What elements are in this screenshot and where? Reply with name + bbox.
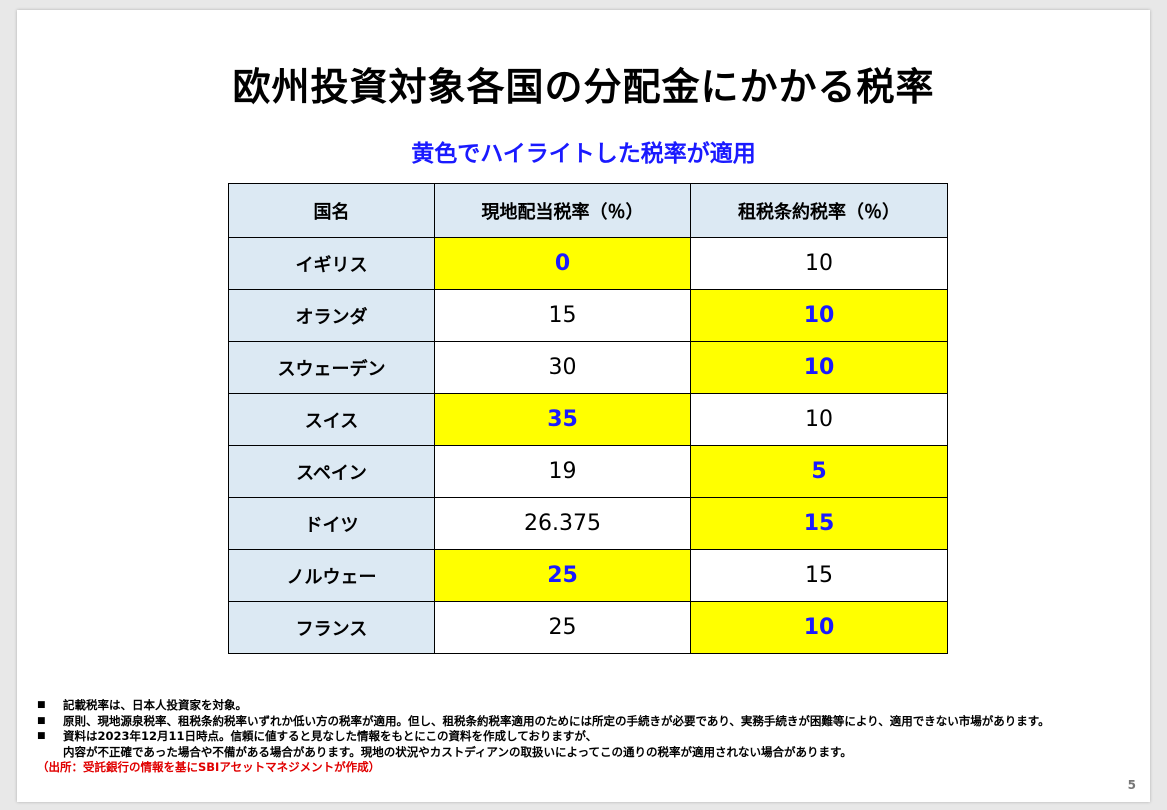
treaty-rate-cell: 10 <box>690 237 948 290</box>
table-row: ノルウェー 25 15 <box>228 549 948 602</box>
treaty-rate-cell: 10 <box>690 289 948 342</box>
footnote-text: 記載税率は、日本人投資家を対象。 <box>63 698 247 712</box>
table-row: オランダ 15 10 <box>228 289 948 342</box>
table-header-row: 国名 現地配当税率（％） 租税条約税率（％） <box>228 183 948 238</box>
footnotes: ■ 記載税率は、日本人投資家を対象。 ■ 原則、現地源泉税率、租税条約税率いずれ… <box>37 698 1137 776</box>
country-name-cell: スペイン <box>228 445 435 498</box>
country-name-cell: スウェーデン <box>228 341 435 394</box>
country-name-cell: イギリス <box>228 237 435 290</box>
tax-rate-table: 国名 現地配当税率（％） 租税条約税率（％） イギリス 0 10 オランダ 15 10 スウ… <box>228 183 948 654</box>
treaty-rate-cell: 15 <box>690 549 948 602</box>
bullet-icon: ■ <box>37 731 46 741</box>
local-rate-cell: 25 <box>434 601 691 654</box>
table-row: スペイン 19 5 <box>228 445 948 498</box>
treaty-rate-cell: 10 <box>690 393 948 446</box>
treaty-rate-cell: 5 <box>690 445 948 498</box>
page-subtitle: 黄色でハイライトした税率が適用 <box>411 141 756 167</box>
local-rate-cell: 0 <box>434 237 691 290</box>
footnote-continuation: 内容が不正確であった場合や不備がある場合があります。現地の状況やカストディアンの… <box>63 744 852 759</box>
bullet-icon: ■ <box>37 700 46 710</box>
table-row: スウェーデン 30 10 <box>228 341 948 394</box>
footnote-text: 原則、現地源泉税率、租税条約税率いずれか低い方の税率が適用。但し、租税条約税率適… <box>63 713 1050 728</box>
header-country: 国名 <box>228 183 435 238</box>
local-rate-cell: 30 <box>434 341 691 394</box>
header-local-rate: 現地配当税率（％） <box>434 183 691 238</box>
country-name-cell: フランス <box>228 601 435 654</box>
treaty-rate-cell: 10 <box>690 341 948 394</box>
treaty-rate-cell: 10 <box>690 601 948 654</box>
page-title: 欧州投資対象各国の分配金にかかる税率 <box>232 65 935 109</box>
bullet-icon: ■ <box>37 715 46 726</box>
local-rate-cell: 19 <box>434 445 691 498</box>
local-rate-cell: 26.375 <box>434 497 691 550</box>
footnote-item: ■ 資料は2023年12月11日時点。信頼に値すると見なした情報をもとにこの資料… <box>37 729 1137 745</box>
footnote-item: ■ 原則、現地源泉税率、租税条約税率いずれか低い方の税率が適用。但し、租税条約税… <box>37 714 1137 730</box>
country-name-cell: ノルウェー <box>228 549 435 602</box>
source-note: （出所：受託銀行の情報を基にSBIアセットマネジメントが作成） <box>37 760 381 774</box>
header-treaty-rate: 租税条約税率（％） <box>690 183 948 238</box>
local-rate-cell: 15 <box>434 289 691 342</box>
table-row: フランス 25 10 <box>228 601 948 654</box>
table-row: スイス 35 10 <box>228 393 948 446</box>
local-rate-cell: 35 <box>434 393 691 446</box>
footnote-item: ■ 記載税率は、日本人投資家を対象。 <box>37 698 1137 714</box>
country-name-cell: オランダ <box>228 289 435 342</box>
footnote-text: 資料は2023年12月11日時点。信頼に値すると見なした情報をもとにこの資料を作… <box>63 729 598 743</box>
page-number: 5 <box>1127 778 1136 792</box>
country-name-cell: ドイツ <box>228 497 435 550</box>
table-row: イギリス 0 10 <box>228 237 948 290</box>
table-row: ドイツ 26.375 15 <box>228 497 948 550</box>
local-rate-cell: 25 <box>434 549 691 602</box>
country-name-cell: スイス <box>228 393 435 446</box>
treaty-rate-cell: 15 <box>690 497 948 550</box>
slide: 欧州投資対象各国の分配金にかかる税率 黄色でハイライトした税率が適用 国名 現地… <box>17 10 1150 802</box>
